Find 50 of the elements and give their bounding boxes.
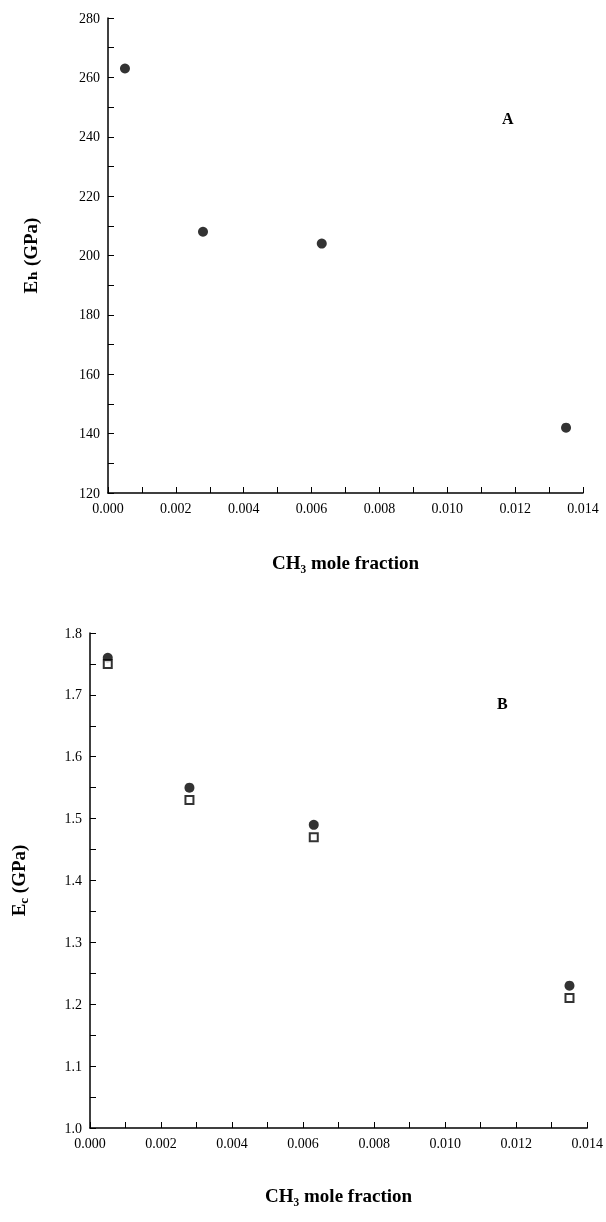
x-tick-label: 0.006 [287,1135,319,1151]
point [184,795,195,806]
y-tick-label: 1.1 [64,1058,82,1074]
x-tick-label: 0.014 [567,500,599,516]
point [564,980,575,991]
point [308,819,319,830]
y-axis-title: Eₕ (GPa) [20,217,42,294]
point [316,238,327,249]
y-tick-label: 1.2 [64,996,82,1012]
y-tick-label: 240 [79,129,100,145]
x-tick-label: 0.002 [145,1135,177,1151]
y-tick-label: 160 [79,366,100,382]
y-tick-label: 280 [79,10,100,26]
y-tick-label: 200 [79,248,100,263]
point [308,832,319,843]
annotation: B [497,694,508,712]
y-tick-label: 260 [79,69,100,85]
x-axis-title: CH₃ mole fraction [271,552,420,573]
y-tick-label: 1.7 [64,687,82,703]
y-tick-label: 140 [79,426,100,442]
point [198,226,208,237]
x-tick-label: 0.008 [358,1135,390,1151]
y-tick-label: 220 [79,188,100,204]
y-tick-label: 1.3 [64,934,82,950]
y-tick-label: 1.6 [64,749,82,765]
y-tick-label: 180 [79,307,100,323]
x-tick-label: 0.012 [499,500,531,516]
x-tick-label: 0.010 [431,500,464,516]
point [184,782,195,793]
x-tick-label: 0.002 [160,500,192,516]
x-axis-title: CH₃ mole fraction [265,1185,413,1206]
point [564,993,575,1004]
point [102,658,113,669]
point [561,422,572,433]
x-tick-label: 0.010 [429,1135,461,1151]
x-tick-label: 0.012 [500,1135,532,1151]
x-tick-label: 0.000 [74,1135,106,1151]
x-tick-label: 0.008 [363,500,396,516]
y-tick-label: 1.0 [64,1120,82,1136]
y-tick-label: 1.5 [64,811,82,827]
x-tick-label: 0.004 [227,500,260,516]
point [119,63,130,74]
y-tick-label: 1.4 [64,873,82,888]
y-tick-label: 120 [79,485,100,501]
y-tick-label: 1.8 [64,625,82,641]
x-tick-label: 0.006 [295,500,328,516]
annotation: A [502,109,514,127]
x-tick-label: 0.000 [92,500,124,516]
x-tick-label: 0.014 [571,1135,603,1151]
x-tick-label: 0.004 [216,1135,248,1151]
